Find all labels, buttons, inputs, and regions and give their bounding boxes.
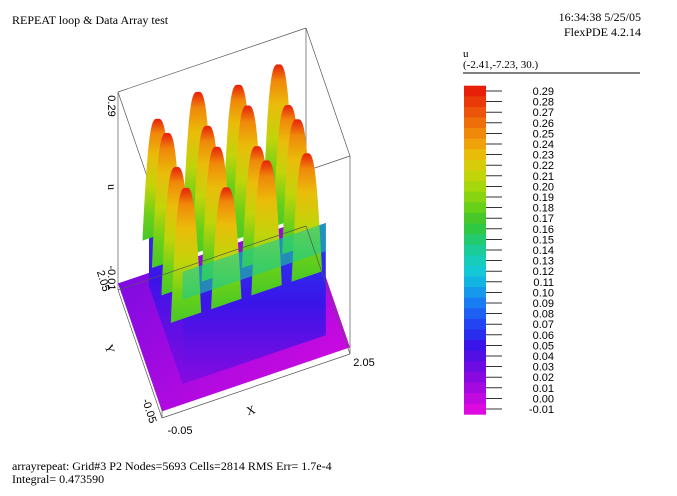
legend-level-label: 0.00 <box>533 393 554 405</box>
legend-swatch <box>464 318 486 330</box>
box-edge <box>117 225 307 291</box>
legend-level-label: 0.07 <box>533 319 554 331</box>
legend-level-label: 0.17 <box>533 213 554 225</box>
legend-swatch <box>464 329 486 341</box>
legend-swatch <box>464 308 486 320</box>
legend-level-label: 0.16 <box>533 224 554 236</box>
legend-level-label: 0.02 <box>533 372 554 384</box>
legend-level-label: 0.23 <box>533 150 554 162</box>
legend-swatch <box>464 287 486 299</box>
legend-swatch <box>464 128 486 140</box>
legend-swatch <box>464 361 486 373</box>
solution-surface <box>118 64 350 412</box>
surface-valley <box>182 223 326 300</box>
legend-level-label: 0.24 <box>533 139 554 151</box>
legend-swatch <box>464 244 486 256</box>
box-edge <box>305 27 351 157</box>
x-tick-label: 2.05 <box>353 357 374 369</box>
z-tick-label: 0.29 <box>105 95 117 116</box>
legend-level-label: 0.14 <box>533 245 554 257</box>
legend-swatch <box>464 255 486 267</box>
legend-level-label: 0.10 <box>533 287 554 299</box>
box-edge <box>305 225 351 355</box>
box-edge <box>117 27 307 93</box>
legend-level-label: 0.05 <box>533 340 554 352</box>
timestamp: 16:34:38 5/25/05 <box>558 10 641 24</box>
legend-swatch <box>464 96 486 108</box>
footer-grid-info: arrayrepeat: Grid#3 P2 Nodes=5693 Cells=… <box>12 459 332 473</box>
legend-swatch <box>464 202 486 214</box>
legend-swatch <box>464 403 486 415</box>
legend-level-label: -0.01 <box>529 404 554 416</box>
legend-swatch <box>464 223 486 235</box>
legend-level-label: 0.13 <box>533 256 554 268</box>
legend-swatch <box>464 276 486 288</box>
legend-level-label: 0.25 <box>533 128 554 140</box>
legend-swatch <box>464 350 486 362</box>
legend-swatch <box>464 117 486 129</box>
legend-level-label: 0.12 <box>533 266 554 278</box>
x-tick-label: -0.05 <box>167 425 192 437</box>
legend-swatch <box>464 297 486 309</box>
legend-level-label: 0.06 <box>533 330 554 342</box>
legend-swatch <box>464 393 486 405</box>
legend-level-label: 0.19 <box>533 192 554 204</box>
bounding-box-front <box>117 225 351 419</box>
plot-title: REPEAT loop & Data Array test <box>12 13 169 27</box>
legend-swatch <box>464 170 486 182</box>
legend-swatch <box>464 138 486 150</box>
legend-level-label: 0.01 <box>533 383 554 395</box>
legend-level-label: 0.28 <box>533 97 554 109</box>
y-tick-label: -0.05 <box>139 397 158 425</box>
legend-swatch <box>464 340 486 352</box>
legend-level-label: 0.27 <box>533 107 554 119</box>
legend-level-label: 0.22 <box>533 160 554 172</box>
legend-swatch <box>464 191 486 203</box>
legend-swatch <box>464 85 486 97</box>
box-edge <box>117 289 163 419</box>
legend-color-bar: 0.290.280.270.260.250.240.230.220.210.20… <box>463 72 640 416</box>
z-tick-label: -0.01 <box>105 265 117 290</box>
legend-variable: u <box>463 48 469 60</box>
legend-level-label: 0.09 <box>533 298 554 310</box>
legend-swatch <box>464 159 486 171</box>
legend-level-label: 0.21 <box>533 171 554 183</box>
software-version: FlexPDE 4.2.14 <box>563 25 641 39</box>
legend-swatch <box>464 106 486 118</box>
legend-level-label: 0.15 <box>533 234 554 246</box>
legend-swatch <box>464 382 486 394</box>
legend-level-label: 0.03 <box>533 362 554 374</box>
legend-swatch <box>464 181 486 193</box>
footer-integral: Integral= 0.473590 <box>12 472 105 486</box>
legend-view-point: (-2.41,-7.23, 30.) <box>463 59 539 71</box>
legend-level-label: 0.18 <box>533 203 554 215</box>
legend-level-label: 0.08 <box>533 309 554 321</box>
legend-level-label: 0.29 <box>533 86 554 98</box>
legend-swatch <box>464 234 486 246</box>
z-axis-label: u <box>105 184 119 190</box>
x-axis-label: X <box>244 402 257 418</box>
box-edge <box>161 353 351 419</box>
legend-level-label: 0.04 <box>533 351 554 363</box>
legend-level-label: 0.20 <box>533 181 554 193</box>
legend-swatch <box>464 265 486 277</box>
legend-swatch <box>464 371 486 383</box>
legend-swatch <box>464 212 486 224</box>
legend-swatch <box>464 149 486 161</box>
legend-level-label: 0.11 <box>533 277 554 289</box>
y-axis-label: Y <box>102 342 118 355</box>
legend-level-label: 0.26 <box>533 118 554 130</box>
